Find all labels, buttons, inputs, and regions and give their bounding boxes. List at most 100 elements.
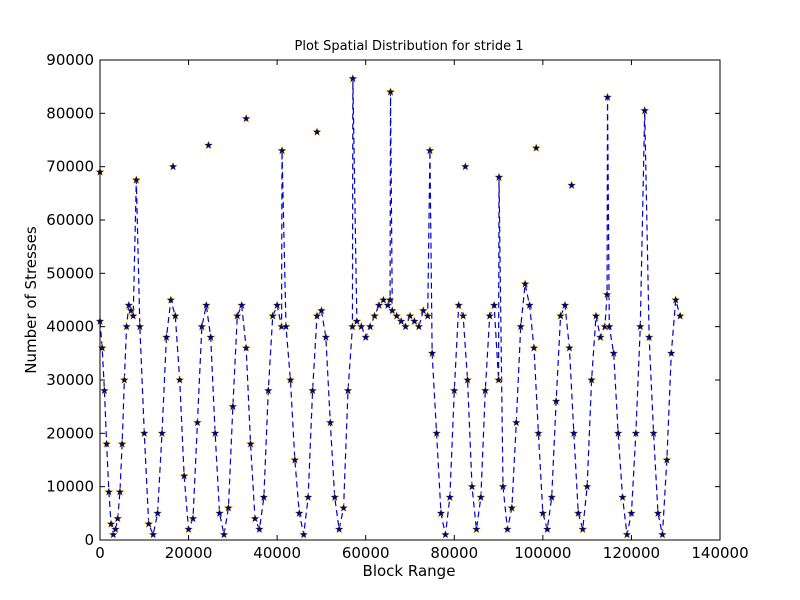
- data-point-marker: [110, 524, 121, 534]
- data-point-marker: [409, 316, 420, 326]
- data-point-marker: [662, 454, 672, 465]
- outlier-marker: [531, 142, 542, 153]
- data-point-marker: [128, 310, 139, 321]
- data-point-marker: [476, 492, 486, 502]
- x-tick-label: 20000: [165, 544, 213, 562]
- data-point-marker: [166, 294, 176, 305]
- data-point-marker: [97, 342, 108, 353]
- data-point-marker: [325, 417, 336, 427]
- data-point-marker: [210, 428, 220, 438]
- data-point-marker: [564, 342, 575, 353]
- x-axis-label: Block Range: [363, 562, 456, 580]
- data-point-marker: [675, 310, 685, 321]
- data-point-marker: [498, 481, 508, 491]
- data-point-marker: [617, 492, 628, 502]
- data-point-marker: [502, 524, 513, 534]
- data-point-marker: [400, 321, 411, 331]
- outlier-marker: [602, 92, 613, 102]
- data-point-marker: [422, 310, 433, 321]
- data-point-marker: [174, 374, 185, 385]
- data-point-marker: [458, 310, 468, 321]
- data-point-marker: [365, 321, 375, 331]
- data-point-marker: [139, 428, 150, 438]
- data-point-marker: [272, 300, 282, 310]
- data-point-marker: [511, 417, 522, 427]
- data-point-marker: [259, 492, 269, 502]
- y-tick-label: 50000: [46, 264, 94, 282]
- data-point-marker: [480, 385, 491, 395]
- data-point-marker: [405, 310, 415, 321]
- chart-title: Plot Spatial Distribution for stride 1: [295, 39, 524, 54]
- data-point-marker: [236, 300, 247, 310]
- data-point-marker: [396, 316, 406, 326]
- outlier-marker: [203, 140, 214, 150]
- data-point-marker: [555, 310, 566, 321]
- data-point-marker: [254, 524, 265, 534]
- data-point-marker: [489, 300, 499, 310]
- data-point-marker: [622, 529, 632, 539]
- data-point-marker: [657, 529, 668, 539]
- data-point-marker: [307, 385, 318, 395]
- data-point-marker: [670, 294, 681, 305]
- data-point-marker: [383, 300, 393, 310]
- data-point-marker: [436, 508, 446, 518]
- data-point-marker: [387, 305, 398, 315]
- plot-area: 0 20000 40000 60000 80000 100000 120000 140000 0…: [46, 51, 748, 562]
- data-point-marker: [356, 321, 367, 331]
- data-point-marker: [391, 310, 402, 321]
- y-tick-label: 80000: [46, 104, 94, 122]
- data-point-marker: [431, 428, 442, 438]
- data-point-marker: [471, 524, 482, 534]
- data-point-marker: [453, 300, 464, 310]
- data-point-marker: [321, 332, 331, 342]
- x-tick-label: 80000: [430, 544, 478, 562]
- data-point-marker: [542, 524, 553, 534]
- data-point-marker: [183, 524, 194, 534]
- y-tick-label: 30000: [46, 371, 94, 389]
- data-point-marker: [560, 300, 570, 310]
- x-tick-label: 40000: [253, 544, 301, 562]
- data-point-marker: [374, 300, 384, 310]
- data-point-marker: [515, 321, 526, 331]
- outlier-marker: [241, 113, 251, 123]
- data-point-marker: [573, 508, 584, 518]
- outlier-marker: [348, 73, 358, 83]
- data-point-marker: [648, 428, 659, 438]
- data-point-marker: [385, 294, 395, 305]
- data-point-marker: [467, 481, 477, 491]
- data-point-marker: [245, 438, 256, 449]
- y-tick-label: 20000: [46, 424, 94, 442]
- data-point-marker: [608, 348, 619, 358]
- outlier-marker: [639, 105, 650, 115]
- data-point-marker: [232, 310, 243, 321]
- data-point-marker: [360, 332, 371, 342]
- data-point-marker: [112, 513, 123, 523]
- data-point-marker: [179, 470, 189, 481]
- data-point-marker: [228, 401, 238, 411]
- outlier-marker: [168, 161, 178, 171]
- outlier-marker: [312, 126, 322, 137]
- data-point-marker: [108, 529, 119, 539]
- data-point-marker: [121, 321, 132, 331]
- data-point-marker: [524, 300, 535, 310]
- outlier-marker: [425, 145, 435, 155]
- x-tick-label: 0: [95, 544, 105, 562]
- data-point-marker: [188, 513, 198, 523]
- data-point-marker: [369, 310, 380, 321]
- data-point-marker: [427, 348, 437, 358]
- data-point-marker: [533, 428, 544, 438]
- data-point-marker: [263, 385, 274, 395]
- data-point-marker: [329, 492, 340, 502]
- data-point-marker: [205, 332, 216, 342]
- data-point-marker: [484, 310, 495, 321]
- data-point-marker: [197, 321, 207, 331]
- data-point-marker: [644, 332, 654, 342]
- data-point-marker: [117, 438, 127, 449]
- outlier-marker: [494, 172, 504, 182]
- outlier-marker: [277, 145, 287, 155]
- data-point-marker: [192, 417, 203, 427]
- data-point-marker: [591, 310, 601, 321]
- data-point-marker: [219, 529, 229, 539]
- data-point-marker: [569, 428, 579, 438]
